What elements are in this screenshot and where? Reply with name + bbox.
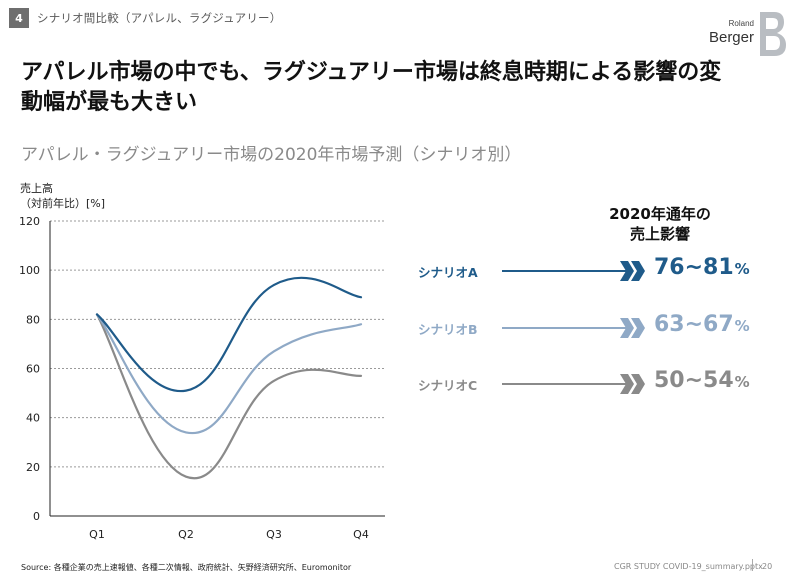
chart-subtitle: アパレル・ラグジュアリー市場の2020年市場予測（シナリオ別） [21, 145, 522, 165]
x-tick-label: Q1 [89, 528, 105, 541]
y-tick-label: 100 [19, 264, 40, 277]
double-chevron-icon [620, 261, 645, 281]
scenario-value: 63~67% [654, 312, 750, 337]
section-tag: 4 シナリオ間比較（アパレル、ラグジュアリー） [9, 8, 281, 28]
section-number: 4 [9, 8, 29, 28]
scenario-value: 50~54% [654, 368, 750, 393]
source-note: Source: 各種企業の売上速報値、各種二次情報、政府統計、矢野経済研究所、E… [21, 563, 352, 572]
scenario-connector-line [502, 270, 626, 272]
series-line-scenario-c [95, 313, 363, 480]
side-panel-header: 2020年通年の 売上影響 [609, 205, 711, 243]
x-tick-label: Q2 [178, 528, 194, 541]
scenario-connector-line [502, 383, 626, 385]
scenario-value-unit: % [734, 317, 750, 335]
y-tick-label: 0 [33, 510, 40, 523]
x-tick-label: Q3 [266, 528, 282, 541]
scenario-row-a: シナリオA 76~81% [418, 255, 778, 287]
page-number: 20 [762, 562, 773, 571]
logo-b-mark-icon [760, 12, 786, 56]
section-label: シナリオ間比較（アパレル、ラグジュアリー） [37, 11, 282, 25]
scenario-value-unit: % [734, 260, 750, 278]
scenario-value-range: 76~81 [654, 255, 734, 280]
y-tick-label: 120 [19, 215, 40, 228]
scenario-row-b: シナリオB 63~67% [418, 312, 778, 344]
document-name: CGR STUDY COVID-19_summary.pptx [614, 562, 763, 571]
page-title: アパレル市場の中でも、ラグジュアリー市場は終息時期による影響の変動幅が最も大きい [21, 60, 722, 115]
scenario-name: シナリオC [418, 378, 478, 393]
y-tick-label: 80 [26, 313, 40, 326]
series-line-scenario-a [95, 276, 363, 392]
logo-small-text: Roland [728, 19, 754, 28]
y-axis-label: 売上高 （対前年比）[%] [20, 182, 106, 210]
scenario-value-unit: % [734, 373, 750, 391]
x-tick-label: Q4 [353, 528, 369, 541]
scenario-value: 76~81% [654, 255, 750, 280]
footer-divider [752, 559, 753, 571]
roland-berger-logo: Roland Berger [704, 10, 788, 58]
scenario-value-range: 50~54 [654, 368, 734, 393]
y-tick-label: 40 [26, 412, 40, 425]
double-chevron-icon [620, 318, 645, 338]
series-line-scenario-b [95, 313, 363, 435]
scenario-row-c: シナリオC 50~54% [418, 368, 778, 400]
scenario-name: シナリオA [418, 265, 478, 280]
logo-big-text: Berger [708, 29, 754, 46]
scenario-connector-line [502, 327, 626, 329]
y-tick-label: 20 [26, 461, 40, 474]
scenario-name: シナリオB [418, 322, 478, 337]
scenario-value-range: 63~67 [654, 312, 734, 337]
y-tick-label: 60 [26, 363, 40, 376]
double-chevron-icon [620, 374, 645, 394]
